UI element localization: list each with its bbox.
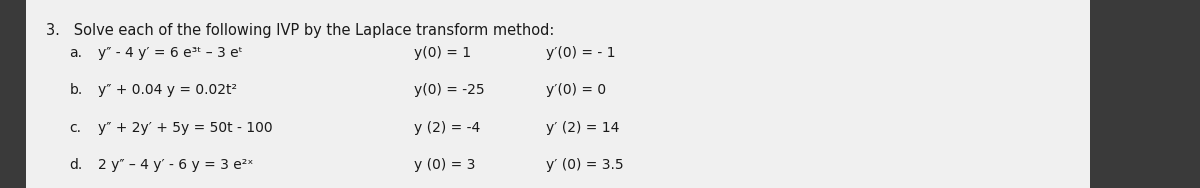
Text: y″ + 0.04 y = 0.02t²: y″ + 0.04 y = 0.02t²: [98, 83, 238, 97]
Text: y″ - 4 y′ = 6 e³ᵗ – 3 eᵗ: y″ - 4 y′ = 6 e³ᵗ – 3 eᵗ: [98, 46, 244, 60]
Text: y′ (2) = 14: y′ (2) = 14: [546, 121, 619, 135]
Text: 2 y″ – 4 y′ - 6 y = 3 e²ˣ: 2 y″ – 4 y′ - 6 y = 3 e²ˣ: [98, 158, 253, 172]
Text: y′(0) = - 1: y′(0) = - 1: [546, 46, 616, 60]
Text: 3.   Solve each of the following IVP by the Laplace transform method:: 3. Solve each of the following IVP by th…: [46, 23, 554, 38]
Text: y″ + 2y′ + 5y = 50t - 100: y″ + 2y′ + 5y = 50t - 100: [98, 121, 274, 135]
Text: b.: b.: [70, 83, 83, 97]
Text: y(0) = -25: y(0) = -25: [414, 83, 485, 97]
Text: y′ (0) = 3.5: y′ (0) = 3.5: [546, 158, 624, 172]
Text: y′(0) = 0: y′(0) = 0: [546, 83, 606, 97]
Text: y (0) = 3: y (0) = 3: [414, 158, 475, 172]
Text: d.: d.: [70, 158, 83, 172]
Text: y(0) = 1: y(0) = 1: [414, 46, 472, 60]
Text: a.: a.: [70, 46, 83, 60]
Text: y (2) = -4: y (2) = -4: [414, 121, 480, 135]
Text: c.: c.: [70, 121, 82, 135]
FancyBboxPatch shape: [26, 0, 1090, 188]
